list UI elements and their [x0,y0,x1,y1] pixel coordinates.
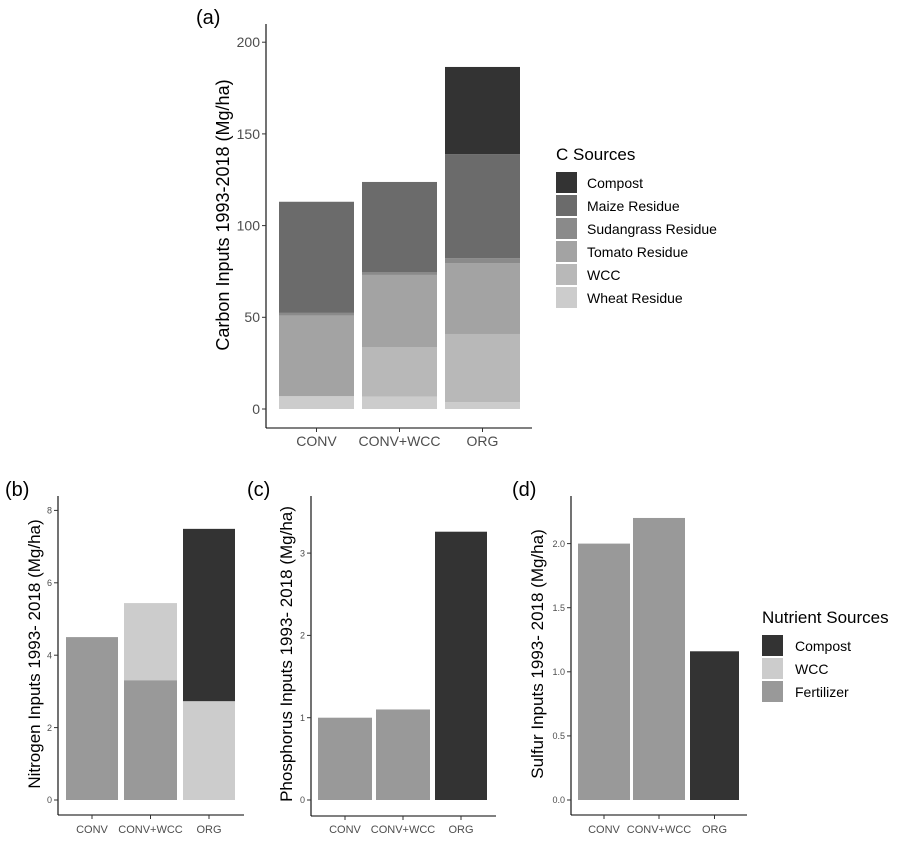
panel-b-x-tick-label: CONV+WCC [118,824,183,836]
legend-label-maize-residue: Maize Residue [587,198,680,214]
panel-c-y-tick-label: 2 [300,631,305,641]
panel-b-bar-conv-wcc-fertilizer [124,680,177,800]
panel-c-bar-conv-fertilizer [318,717,372,800]
panel-b-x-tick-label: CONV [76,824,108,836]
legend-label-compost: Compost [587,175,643,191]
panel-a-bar-org-compost [445,66,520,155]
panel-d-y-tick-label: 0.0 [552,795,565,805]
legend-key-sudangrass-residue [556,218,577,239]
panel-c-y-tick-label: 1 [300,713,305,723]
panel-a-x-tick-label: CONV [296,433,337,449]
legend-label-sudangrass-residue: Sudangrass Residue [587,221,717,237]
panel-b-y-tick-label: 0 [47,795,52,805]
panel-a-bar-conv-tomato-residue [279,315,354,397]
legend-label-wcc: WCC [587,267,620,283]
legend-label-nutrient-compost: Compost [795,638,851,654]
panel-d-x-tick-label: CONV+WCC [627,824,692,836]
panel-c-tag: (c) [247,479,270,501]
panel-a-bar-conv-wcc-maize-residue [362,181,437,273]
panel-d-bar-org-compost [690,651,739,800]
panel-a-bar-conv-wcc-wcc [362,347,437,397]
panel-a-y-tick-label: 50 [244,309,260,325]
panel-a-y-tick-label: 150 [237,126,261,142]
panel-c-bar-org-compost [435,531,487,800]
panel-a-y-axis-title: Carbon Inputs 1993-2018 (Mg/ha) [213,79,233,350]
legend-key-compost [556,172,577,193]
panel-a-bar-org-wheat-residue [445,402,520,409]
panel-c-y-tick-label: 3 [300,548,305,558]
legend-label-tomato-residue: Tomato Residue [587,244,688,260]
panel-d-tag: (d) [512,479,536,501]
panel-d-y-tick-label: 2.0 [552,539,565,549]
legend-key-nutrient-wcc [762,658,783,679]
panel-c-x-tick-label: ORG [448,824,473,836]
panel-a-bar-org-wcc [445,333,520,403]
panel-b-bar-conv-fertilizer [66,637,118,800]
panel-a-bar-conv-wheat-residue [279,396,354,409]
legend-nutrient-sources-title: Nutrient Sources [762,608,889,627]
panel-b-x-tick-label: ORG [196,824,221,836]
panel-b-bar-org-wcc [183,701,235,800]
panel-b-y-axis-title: Nitrogen Inputs 1993- 2018 (Mg/ha) [25,519,44,788]
panel-a-bar-conv-sudangrass-residue [279,312,354,316]
panel-a-bar-org-sudangrass-residue [445,258,520,264]
legend-key-nutrient-compost [762,635,783,656]
panel-b-y-tick-label: 4 [47,650,52,660]
legend-key-maize-residue [556,195,577,216]
panel-d-bar-conv-wcc-fertilizer [633,517,685,800]
panel-c-x-tick-label: CONV [329,824,361,836]
panel-a-bar-conv-maize-residue [279,201,354,313]
legend-key-nutrient-fertilizer [762,681,783,702]
panel-a-y-tick-label: 200 [237,34,261,50]
panel-d-y-tick-label: 1.0 [552,667,565,677]
panel-b-y-tick-label: 2 [47,723,52,733]
panel-a-y-tick-label: 0 [252,401,260,417]
panel-a-x-tick-label: ORG [467,433,499,449]
panel-a-bar-conv-wcc-tomato-residue [362,274,437,348]
panel-a-bar-conv-wcc-wheat-residue [362,396,437,409]
panel-b-tag: (b) [5,479,29,501]
panel-d-bar-conv-fertilizer [578,543,630,800]
panel-c-x-tick-label: CONV+WCC [371,824,436,836]
panel-d-x-tick-label: CONV [588,824,620,836]
panel-d-y-tick-label: 1.5 [552,603,565,613]
panel-a-bar-conv-wcc-sudangrass-residue [362,272,437,275]
panel-d-y-tick-label: 0.5 [552,731,565,741]
panel-b-bar-org-compost [183,528,235,702]
legend-label-wheat-residue: Wheat Residue [587,290,683,306]
panel-d-x-tick-label: ORG [702,824,727,836]
panel-b-y-tick-label: 8 [47,506,52,516]
legend-key-wheat-residue [556,287,577,308]
panel-a-y-tick-label: 100 [237,218,261,234]
panel-a-x-tick-label: CONV+WCC [358,433,440,449]
panel-a-tag: (a) [196,7,220,29]
panel-c-y-axis-title: Phosphorus Inputs 1993- 2018 (Mg/ha) [277,506,296,802]
panel-c-y-tick-label: 0 [300,795,305,805]
panel-d-y-axis-title: Sulfur Inputs 1993- 2018 (Mg/ha) [528,529,547,778]
panel-a-bar-org-tomato-residue [445,263,520,334]
legend-label-nutrient-wcc: WCC [795,661,828,677]
panel-b-y-tick-label: 6 [47,578,52,588]
legend-key-tomato-residue [556,241,577,262]
legend-c-sources-title: C Sources [556,145,635,164]
panel-c-bar-conv-wcc-fertilizer [376,709,430,800]
legend-key-wcc [556,264,577,285]
panel-b-bar-conv-wcc-wcc [124,603,177,681]
panel-a-bar-org-maize-residue [445,154,520,259]
legend-label-nutrient-fertilizer: Fertilizer [795,684,849,700]
